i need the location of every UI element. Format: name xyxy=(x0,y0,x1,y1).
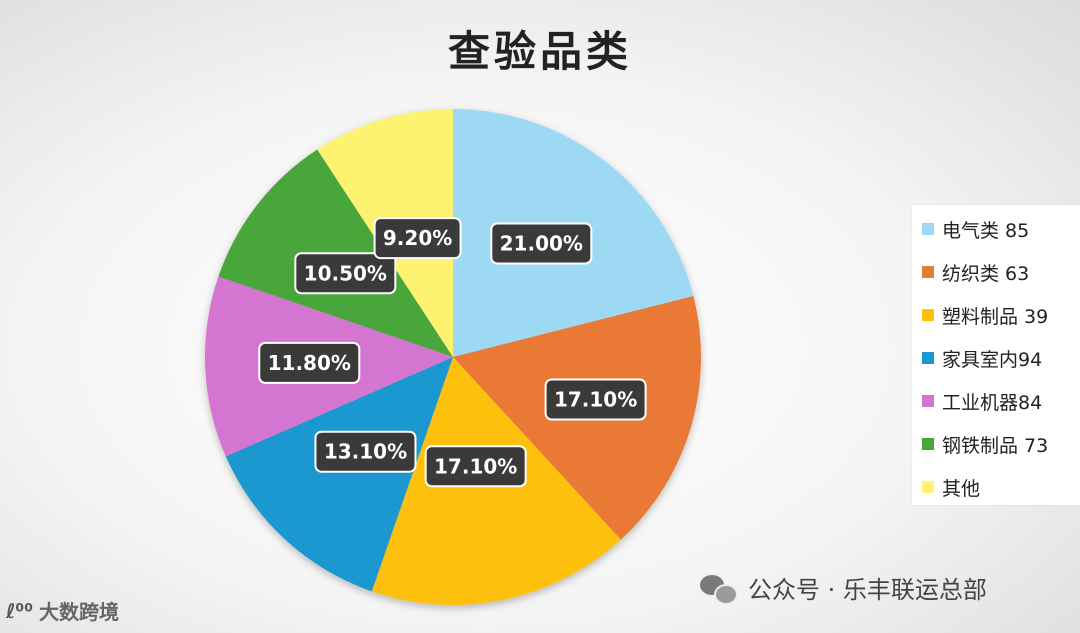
data-label-text: 17.10% xyxy=(434,454,517,478)
chart-title: 查验品类 xyxy=(447,27,632,76)
wechat-account: 公众号 · 乐丰联运总部 xyxy=(700,570,987,605)
data-label-text: 21.00% xyxy=(500,231,583,255)
data-label: 11.80% xyxy=(258,341,361,384)
data-label: 17.10% xyxy=(544,378,647,421)
legend-label: 电气类 85 xyxy=(942,219,1030,242)
legend-label: 钢铁制品 73 xyxy=(942,434,1049,457)
legend-swatch xyxy=(922,266,934,278)
brand-watermark: ℓ⁰⁰ 大数跨境 xyxy=(6,596,119,625)
data-label-text: 17.10% xyxy=(554,387,637,411)
legend-item: 工业机器84 xyxy=(922,385,1042,417)
account-name: 公众号 · 乐丰联运总部 xyxy=(748,576,987,604)
data-label-text: 10.50% xyxy=(304,261,387,285)
legend-item: 塑料制品 39 xyxy=(922,299,1048,331)
legend-swatch xyxy=(922,223,934,235)
brand-logo-icon: ℓ⁰⁰ xyxy=(6,598,33,623)
data-label-text: 13.10% xyxy=(324,440,407,464)
legend-swatch xyxy=(922,481,934,493)
legend-item: 其他 xyxy=(922,471,980,503)
data-label: 13.10% xyxy=(314,430,417,473)
legend-item: 家具室内94 xyxy=(922,342,1042,374)
legend-label: 其他 xyxy=(942,477,981,500)
legend-label: 塑料制品 39 xyxy=(942,305,1049,328)
legend-swatch xyxy=(922,438,934,450)
legend-item: 电气类 85 xyxy=(922,213,1029,245)
brand-name: 大数跨境 xyxy=(38,600,119,624)
legend-label: 家具室内94 xyxy=(942,348,1043,371)
data-label: 10.50% xyxy=(294,252,397,295)
pie-slice xyxy=(225,357,453,592)
legend: 电气类 85 纺织类 63 塑料制品 39 家具室内94 工业机器84 钢铁制品… xyxy=(912,205,1080,505)
data-label: 17.10% xyxy=(424,445,527,488)
legend-label: 工业机器84 xyxy=(942,391,1043,414)
data-label-text: 11.80% xyxy=(268,351,351,375)
legend-swatch xyxy=(922,352,934,364)
data-label: 9.20% xyxy=(373,217,462,260)
legend-swatch xyxy=(922,395,934,407)
legend-item: 钢铁制品 73 xyxy=(922,428,1048,460)
wechat-icon xyxy=(700,573,738,605)
data-label-text: 9.20% xyxy=(383,226,452,250)
data-label: 21.00% xyxy=(490,222,593,265)
legend-item: 纺织类 63 xyxy=(922,256,1029,288)
legend-swatch xyxy=(922,309,934,321)
legend-label: 纺织类 63 xyxy=(942,262,1030,285)
